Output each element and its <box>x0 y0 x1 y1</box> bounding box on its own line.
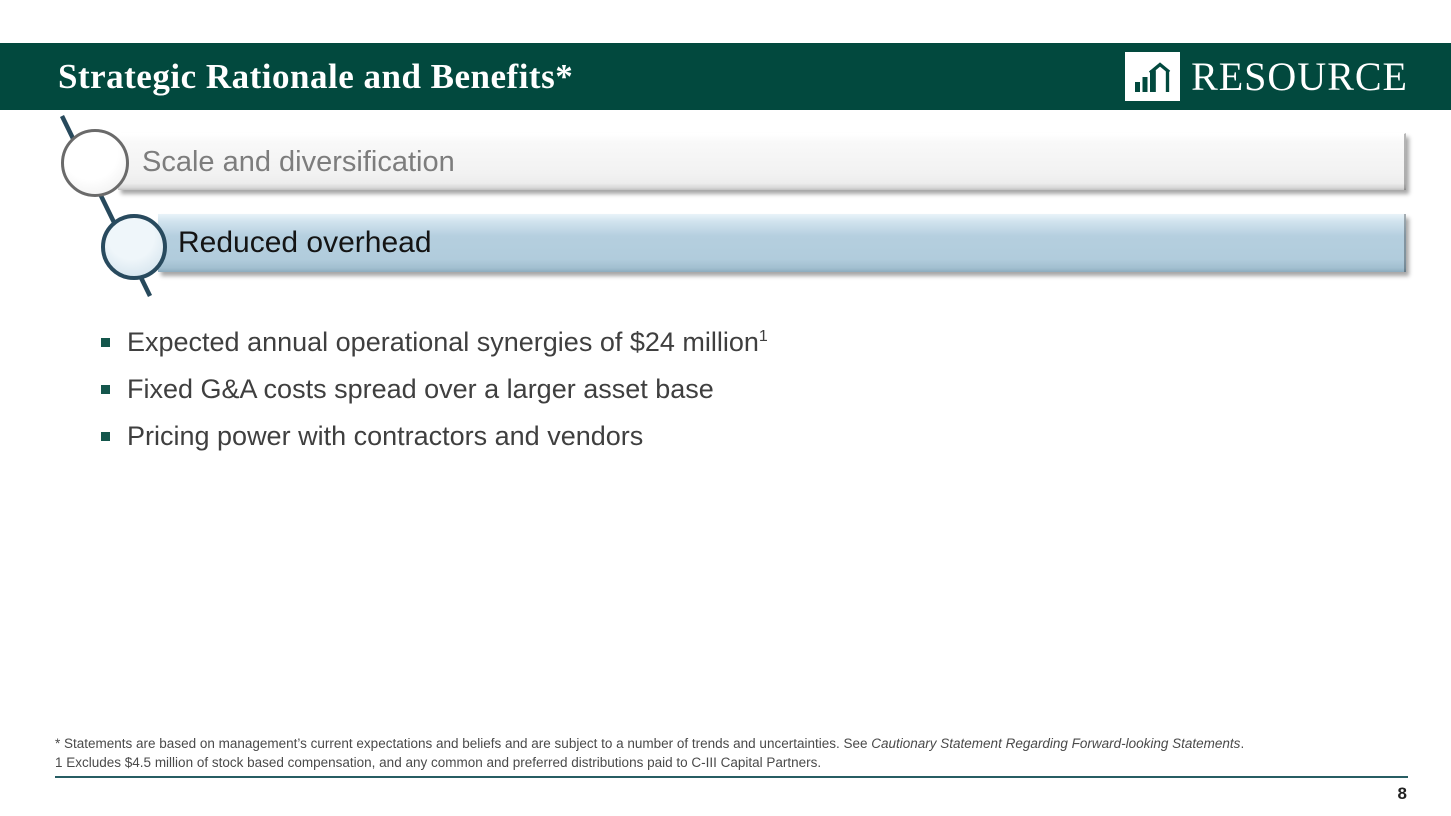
page-number: 8 <box>1397 784 1407 803</box>
page-title: Strategic Rationale and Benefits* <box>58 57 574 96</box>
logo-text: RESOURCE <box>1191 54 1408 99</box>
header-bar: Strategic Rationale and Benefits* RESOUR… <box>0 43 1451 110</box>
bar-chart-skyline-icon <box>1125 52 1181 101</box>
bullet-text: Expected annual operational synergies of… <box>127 327 759 357</box>
footnote-italic-reference: Cautionary Statement Regarding Forward-l… <box>871 736 1241 751</box>
footnote-ref: 1 <box>758 328 768 345</box>
bullet-square-icon <box>101 432 110 441</box>
banner-scale-and-diversification: Scale and diversification <box>118 133 1406 190</box>
bullet-square-icon <box>101 338 110 347</box>
footnotes: * Statements are based on management’s c… <box>55 735 1410 772</box>
bullet-square-icon <box>101 385 110 394</box>
banner-label: Scale and diversification <box>142 145 455 178</box>
bullet-item: Expected annual operational synergies of… <box>101 319 768 366</box>
bullet-item: Pricing power with contractors and vendo… <box>101 413 768 460</box>
footnote-asterisk: * Statements are based on management’s c… <box>55 736 1245 751</box>
logo: RESOURCE <box>1125 52 1408 101</box>
footnote-1: 1 Excludes $4.5 million of stock based c… <box>55 754 822 770</box>
banner-reduced-overhead: Reduced overhead <box>158 214 1406 272</box>
footer-divider <box>55 776 1408 778</box>
bullet-text: Pricing power with contractors and vendo… <box>127 421 644 451</box>
bullet-text: Fixed G&A costs spread over a larger ass… <box>127 374 714 404</box>
bullet-list: Expected annual operational synergies of… <box>101 319 768 460</box>
banner-label: Reduced overhead <box>178 226 432 259</box>
step-circle-1 <box>61 129 129 197</box>
step-circle-2 <box>101 214 167 280</box>
bullet-item: Fixed G&A costs spread over a larger ass… <box>101 366 768 413</box>
